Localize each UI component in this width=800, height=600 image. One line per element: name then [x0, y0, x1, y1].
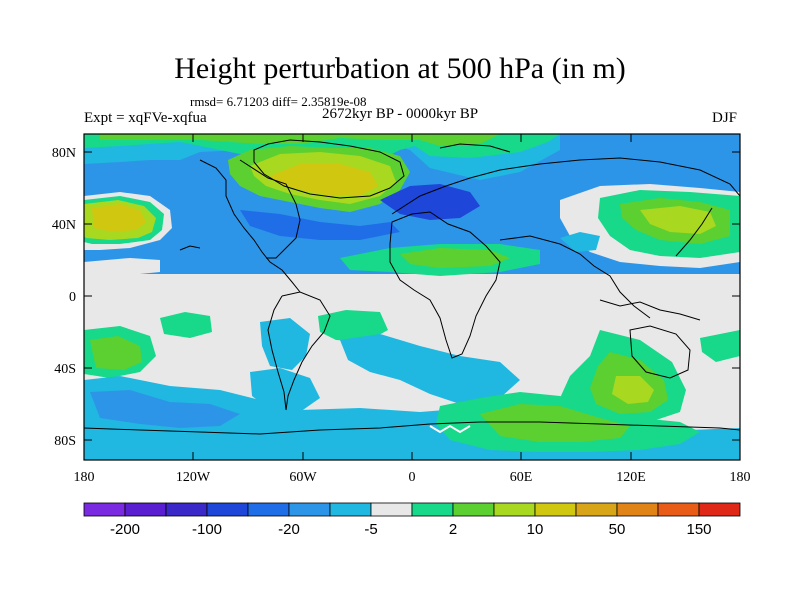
colorbar-swatch: [165, 502, 208, 517]
colorbar-swatch: [124, 502, 167, 517]
lon-tick-label: 120E: [616, 470, 646, 485]
lon-tick-label: 60E: [510, 470, 533, 485]
colorbar-swatch: [575, 502, 618, 517]
lon-axis: 180 120W 60W 0 60E 120E 180: [74, 134, 751, 485]
lon-tick-label: 0: [409, 470, 416, 485]
colorbar-swatch: [657, 502, 700, 517]
lat-tick-label: 40S: [54, 362, 76, 377]
colorbar: [83, 502, 741, 517]
colorbar-swatch: [83, 502, 126, 517]
contour-field: [84, 134, 740, 460]
colorbar-swatch: [370, 502, 413, 517]
colorbar-label: -100: [192, 521, 222, 538]
lat-axis: 80N 40N 0 40S 80S: [52, 146, 740, 449]
colorbar-label: -200: [110, 521, 140, 538]
colorbar-swatch: [329, 502, 372, 517]
colorbar-swatch: [534, 502, 577, 517]
coastlines: [84, 139, 740, 435]
period-label: 2672kyr BP - 0000kyr BP: [322, 106, 479, 122]
colorbar-label: 2: [449, 521, 457, 538]
colorbar-label: 50: [609, 521, 626, 538]
colorbar-label: 10: [527, 521, 544, 538]
lon-tick-label: 120W: [176, 470, 211, 485]
colorbar-label: -5: [364, 521, 377, 538]
colorbar-swatch: [411, 502, 454, 517]
lon-tick-label: 60W: [289, 470, 317, 485]
colorbar-swatch: [616, 502, 659, 517]
colorbar-swatch: [493, 502, 536, 517]
chart-title: Height perturbation at 500 hPa (in m): [174, 52, 626, 85]
lon-tick-label: 180: [74, 470, 95, 485]
colorbar-label: -20: [278, 521, 300, 538]
lon-tick-label: 180: [730, 470, 751, 485]
lat-tick-label: 0: [69, 290, 76, 305]
colorbar-swatch: [288, 502, 331, 517]
lat-tick-label: 80S: [54, 434, 76, 449]
colorbar-label: 150: [686, 521, 711, 538]
colorbar-labels: -200 -100 -20 -5 2 10 50 150: [110, 521, 712, 538]
season-label: DJF: [712, 110, 738, 126]
lat-tick-label: 80N: [52, 146, 76, 161]
colorbar-swatch: [247, 502, 290, 517]
stats-text: rmsd= 6.71203 diff= 2.35819e-08: [190, 94, 367, 109]
colorbar-swatch: [452, 502, 495, 517]
experiment-label: Expt = xqFVe-xqfua: [84, 110, 207, 126]
colorbar-swatch: [206, 502, 249, 517]
colorbar-swatch: [698, 502, 741, 517]
lat-tick-label: 40N: [52, 218, 76, 233]
